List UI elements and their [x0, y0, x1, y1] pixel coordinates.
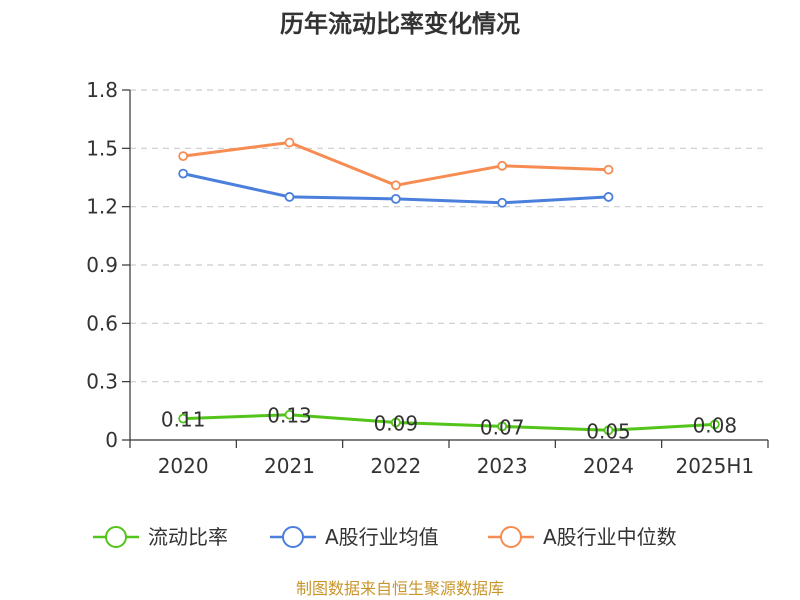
grid	[130, 89, 768, 383]
legend-label: A股行业中位数	[543, 525, 677, 549]
data-point	[390, 417, 401, 428]
y-tick-label: 1.5	[86, 136, 118, 160]
data-point	[709, 419, 720, 430]
data-point	[497, 160, 508, 171]
y-tick-label: 1.8	[86, 78, 118, 102]
data-label: 0.05	[586, 419, 631, 443]
x-tick-label: 2024	[583, 454, 634, 478]
legend-item: A股行业中位数	[488, 525, 677, 549]
data-point	[603, 164, 614, 175]
y-tick-label: 0.3	[86, 370, 118, 394]
y-tick-label: 0.9	[86, 253, 118, 277]
y-tick-label: 0.6	[86, 311, 118, 335]
source-note: 制图数据来自恒生聚源数据库	[296, 579, 504, 598]
data-point	[178, 168, 189, 179]
legend-marker	[105, 526, 127, 548]
series-lines	[182, 141, 715, 432]
data-label: 0.07	[480, 415, 525, 439]
legend-marker	[500, 526, 522, 548]
x-tick-label: 2021	[264, 454, 315, 478]
data-point	[284, 409, 295, 420]
data-label: 0.11	[161, 408, 206, 432]
legend: 流动比率 A股行业均值 A股行业中位数	[93, 525, 677, 549]
data-point	[497, 421, 508, 432]
data-point	[284, 192, 295, 202]
data-point	[390, 180, 401, 191]
data-point	[284, 137, 295, 148]
legend-label: A股行业均值	[325, 525, 439, 549]
data-point	[178, 413, 189, 424]
y-tick-label: 0	[105, 428, 118, 452]
data-labels: 0.11 0.13 0.09 0.07 0.05 0.08	[161, 404, 737, 444]
data-point	[497, 197, 508, 208]
y-axis: 0 0.3 0.6 0.9 1.2 1.5 1.8	[86, 78, 131, 452]
data-point	[390, 193, 401, 204]
x-tick-label: 2023	[477, 454, 528, 478]
series-line	[183, 413, 715, 432]
data-label: 0.08	[693, 413, 738, 437]
data-point	[178, 151, 189, 162]
chart-title: 历年流动比率变化情况	[280, 10, 520, 38]
legend-item: A股行业均值	[270, 525, 439, 549]
legend-item: 流动比率	[93, 525, 228, 549]
y-tick-label: 1.2	[86, 195, 118, 219]
x-tick-label: 2022	[370, 454, 421, 478]
x-tick-label: 2020	[158, 454, 209, 478]
data-point	[603, 192, 614, 202]
legend-label: 流动比率	[148, 525, 228, 549]
x-tick-label: 2025H1	[675, 454, 754, 478]
legend-marker	[282, 526, 304, 548]
x-axis: 2020 2021 2022 2023 2024 2025H1	[129, 439, 769, 478]
data-label: 0.13	[267, 404, 312, 428]
data-point	[603, 425, 614, 436]
data-label: 0.09	[374, 412, 419, 436]
series-markers	[178, 137, 720, 436]
